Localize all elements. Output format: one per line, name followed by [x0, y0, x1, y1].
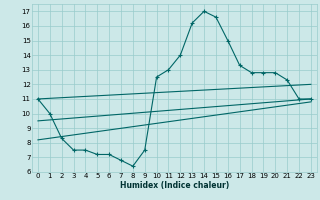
X-axis label: Humidex (Indice chaleur): Humidex (Indice chaleur) [120, 181, 229, 190]
